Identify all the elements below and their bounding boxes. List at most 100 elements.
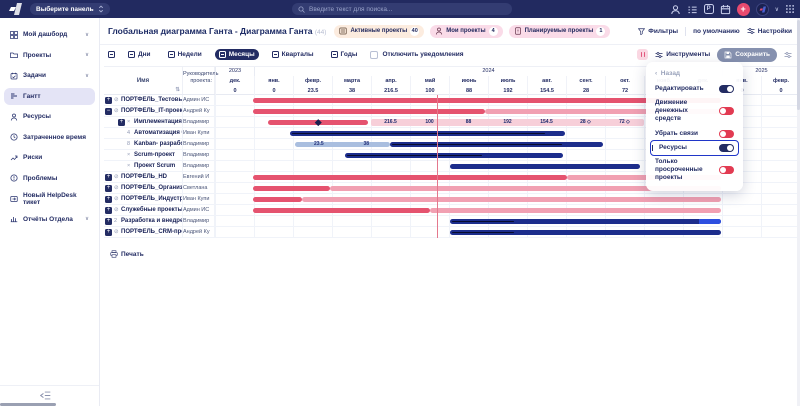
gantt-bar[interactable]: 23.5 38 xyxy=(295,142,390,147)
gantt-bar[interactable] xyxy=(389,142,603,147)
sidebar-item-6[interactable]: Риски xyxy=(4,149,95,166)
sidebar-item-4[interactable]: Ресурсы xyxy=(4,108,95,125)
default-view-button[interactable]: по умолчанию xyxy=(693,27,740,35)
scale-option-1[interactable]: Недели xyxy=(164,49,206,60)
sidebar-item-2[interactable]: Задачи ∨ xyxy=(4,67,95,84)
user-icon[interactable] xyxy=(670,4,681,15)
sidebar-item-5[interactable]: Затраченное время xyxy=(4,129,95,146)
row-name[interactable]: Проект Scrum xyxy=(134,163,176,169)
tools-button[interactable]: Инструменты xyxy=(655,51,710,59)
row-name[interactable]: ПОРТФЕЛЬ_CRM-прое xyxy=(121,229,183,235)
gantt-bar[interactable] xyxy=(450,164,640,169)
row-name[interactable]: Служебные проекты xyxy=(121,207,183,213)
scale-option-4[interactable]: Годы xyxy=(327,49,362,60)
row-name[interactable]: ПОРТФЕЛЬ_Тестовые xyxy=(121,97,183,103)
gantt-bar[interactable] xyxy=(330,186,721,191)
menu-item-0[interactable]: Редактировать xyxy=(651,82,738,96)
toggle-switch[interactable] xyxy=(719,165,734,174)
gantt-bar[interactable] xyxy=(567,175,721,180)
expand-button[interactable]: + xyxy=(105,196,112,203)
checklist-icon[interactable] xyxy=(687,4,698,15)
save-button[interactable]: Сохранить xyxy=(717,47,777,62)
sidebar-item-7[interactable]: Проблемы xyxy=(4,170,95,187)
print-button[interactable]: Печать xyxy=(110,250,144,258)
gantt-bar[interactable] xyxy=(450,219,721,224)
calendar-scale-icon[interactable] xyxy=(108,51,115,58)
toggle-switch[interactable] xyxy=(719,129,734,138)
row-name[interactable]: ПОРТФЕЛЬ_Организа xyxy=(121,185,183,191)
row-name[interactable]: ПОРТФЕЛЬ_IT-проекты xyxy=(121,108,183,114)
gantt-bar[interactable] xyxy=(253,186,331,191)
scale-option-2[interactable]: Месяцы xyxy=(214,49,259,60)
notifications-paused-icon[interactable] xyxy=(637,49,649,60)
row-type-icon: ⊘ xyxy=(114,185,119,191)
sort-icon[interactable]: ⇅ xyxy=(175,87,180,93)
add-button[interactable]: + xyxy=(736,2,750,16)
panel-select[interactable]: Выберите панель xyxy=(30,3,110,15)
chevron-down-icon[interactable]: ∨ xyxy=(774,6,779,13)
expand-button[interactable]: + xyxy=(105,207,112,214)
filters-button[interactable]: Фильтры xyxy=(638,28,678,35)
gantt-bar[interactable] xyxy=(253,197,303,202)
gantt-bar[interactable]: 216.5 100 88 192 154.5 28 ◇ 72 ◇ xyxy=(371,119,645,126)
avatar[interactable] xyxy=(755,2,769,16)
menu-item-4[interactable]: Только просроченные проекты xyxy=(651,155,738,185)
expand-button[interactable]: − xyxy=(105,108,112,115)
expand-button[interactable]: + xyxy=(105,97,112,104)
sidebar-item-0[interactable]: Мой дашборд ∨ xyxy=(4,26,95,43)
row-leader: Андрей Ку xyxy=(183,227,215,237)
filter-badge-0[interactable]: Активные проекты 40 xyxy=(334,24,425,38)
expand-button[interactable]: + xyxy=(105,229,112,236)
gantt-bar[interactable] xyxy=(253,175,568,180)
sidebar-item-8[interactable]: Новый HelpDesk тикет xyxy=(4,190,95,207)
row-name[interactable]: Имплементация И xyxy=(134,119,183,125)
apps-grid-icon[interactable] xyxy=(785,4,795,14)
vertical-scrollbar[interactable] xyxy=(797,18,800,406)
toggle-switch[interactable] xyxy=(719,107,734,116)
gantt-bar[interactable] xyxy=(253,208,431,213)
row-name[interactable]: ПОРТФЕЛЬ_Индустри xyxy=(121,196,183,202)
sidebar-item-1[interactable]: Проекты ∨ xyxy=(4,47,95,64)
scale-option-3[interactable]: Кварталы xyxy=(268,49,318,60)
gantt-toolbar: Дни Недели Месяцы Кварталы Годы Отключить ув… xyxy=(100,45,800,64)
menu-back-button[interactable]: ‹ Назад xyxy=(655,70,681,77)
toggle-switch[interactable] xyxy=(719,85,734,94)
sidebar-item-9[interactable]: Отчёты Отдела ∨ xyxy=(4,211,95,228)
p-badge-icon[interactable]: P xyxy=(703,4,714,14)
menu-item-3[interactable]: Ресурсы xyxy=(650,139,739,156)
disable-notifications-checkbox[interactable]: Отключить уведомления xyxy=(370,50,464,59)
bar-load-value: 72 ◇ xyxy=(619,119,630,125)
filter-badge-1[interactable]: Мои проекты 4 xyxy=(430,24,503,38)
horizontal-scrollbar[interactable] xyxy=(0,403,56,406)
menu-item-2[interactable]: Убрать связи xyxy=(651,127,738,141)
expand-button[interactable]: + xyxy=(105,218,112,225)
toggle-switch[interactable] xyxy=(719,143,734,152)
calendar-icon[interactable] xyxy=(720,4,731,15)
bar-load-value: 23.5 xyxy=(313,141,324,147)
gantt-bar[interactable] xyxy=(450,230,721,235)
scale-option-0[interactable]: Дни xyxy=(124,49,155,60)
gantt-bar[interactable] xyxy=(302,197,722,202)
gantt-bar[interactable] xyxy=(253,109,486,114)
expand-button[interactable]: + xyxy=(118,119,125,126)
row-name[interactable]: Scrum-проект xyxy=(134,152,175,158)
search-input[interactable]: Введите текст для поиска... xyxy=(292,3,512,15)
gantt-bar[interactable] xyxy=(289,131,565,136)
row-name[interactable]: Автоматизация би xyxy=(134,130,182,136)
row-name[interactable]: Разработка и внедрен xyxy=(121,218,183,224)
gantt-bar[interactable] xyxy=(344,153,564,158)
sidebar-item-3[interactable]: Гантт xyxy=(4,87,95,105)
gantt-bar[interactable] xyxy=(253,98,722,103)
row-timeline xyxy=(215,227,800,237)
gantt-bar[interactable] xyxy=(485,109,722,114)
filter-badge-2[interactable]: Планируемые проекты 1 xyxy=(508,24,611,38)
collapse-sidebar-icon[interactable] xyxy=(40,391,99,400)
more-settings-icon[interactable] xyxy=(784,51,792,59)
expand-button[interactable]: + xyxy=(105,185,112,192)
menu-item-1[interactable]: Движение денежных средств xyxy=(651,96,738,126)
row-name[interactable]: Kanban- разработ xyxy=(134,141,183,147)
settings-button[interactable]: Настройки xyxy=(747,27,792,35)
expand-button[interactable]: + xyxy=(105,174,112,181)
row-name[interactable]: ПОРТФЕЛЬ_HD xyxy=(121,174,167,180)
gantt-bar[interactable] xyxy=(430,208,721,213)
